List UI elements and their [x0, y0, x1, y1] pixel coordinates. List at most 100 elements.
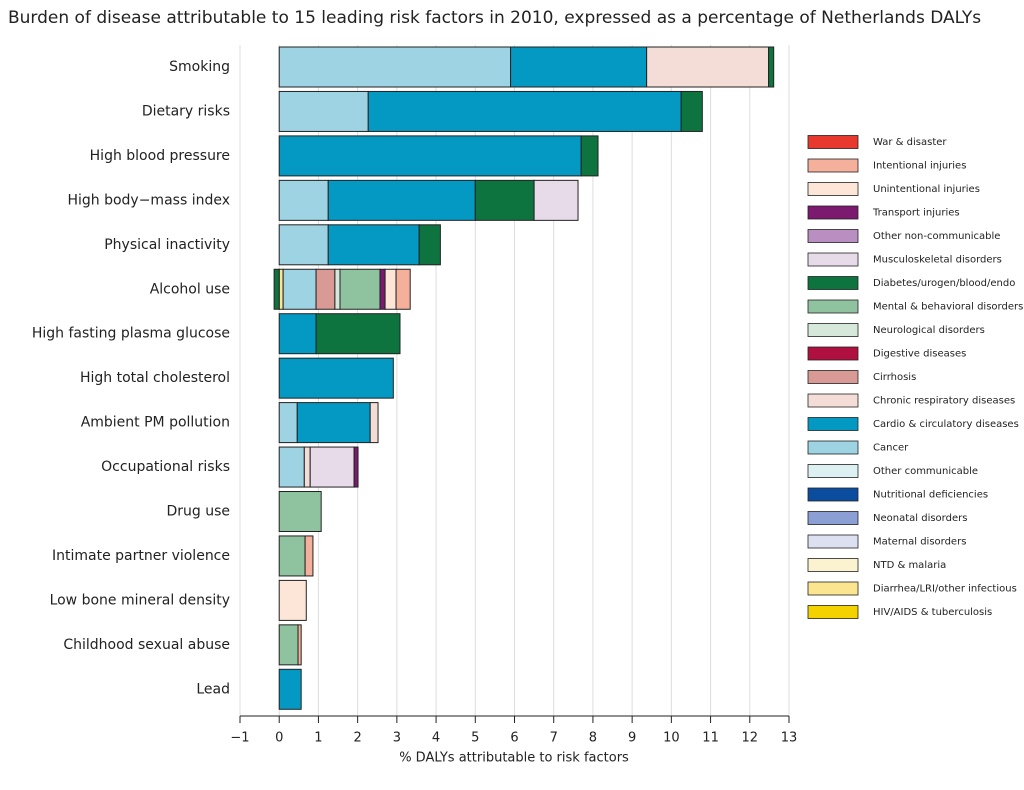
bar-segment	[353, 446, 359, 488]
y-tick-label: High blood pressure	[90, 148, 230, 164]
legend-swatch	[807, 511, 859, 525]
x-tick-label: 6	[510, 731, 518, 746]
bar-segment	[367, 90, 682, 132]
x-tick-label: 10	[663, 731, 680, 746]
x-tick-label: 11	[702, 731, 719, 746]
y-tick-label: Lead	[196, 681, 230, 697]
bar-segment	[315, 313, 401, 355]
legend-label: Cancer	[873, 443, 909, 454]
bar-segment	[278, 357, 394, 399]
x-axis-label: % DALYs attributable to risk factors	[399, 751, 629, 766]
bar-segment	[282, 268, 317, 310]
legend-swatch	[807, 370, 859, 384]
legend-label: Musculoskeletal disorders	[873, 255, 1002, 266]
bar-segment	[315, 268, 336, 310]
legend-label: War & disaster	[873, 137, 947, 148]
legend-swatch	[807, 229, 859, 243]
bar-segment	[278, 668, 302, 710]
bar-segment	[580, 135, 599, 177]
legend-swatch	[807, 605, 859, 619]
chart-title: Burden of disease attributable to 15 lea…	[8, 8, 981, 28]
x-tick-label: 13	[781, 731, 798, 746]
legend-label: Cardio & circulatory diseases	[873, 419, 1019, 430]
legend-swatch	[807, 276, 859, 290]
y-tick-label: Childhood sexual abuse	[63, 637, 230, 653]
bar-segment	[309, 446, 355, 488]
bar-segment	[379, 268, 386, 310]
legend-label: Mental & behavioral disorders	[873, 302, 1023, 313]
legend-label: Digestive diseases	[873, 349, 966, 360]
legend-swatch	[807, 299, 859, 314]
x-tick-label: 0	[275, 731, 283, 746]
bar-segment	[384, 268, 397, 310]
x-tick-label: 4	[432, 731, 440, 746]
y-tick-label: Intimate partner violence	[52, 548, 230, 564]
legend-swatch	[807, 487, 859, 502]
legend-label: Diarrhea/LRI/other infectious	[873, 584, 1017, 595]
y-tick-label: High total cholesterol	[80, 370, 230, 386]
y-tick-label: Smoking	[169, 59, 230, 75]
bar-segment	[278, 402, 298, 444]
bar-segment	[278, 268, 284, 310]
legend-swatch	[807, 417, 859, 431]
bar-segment	[474, 179, 535, 221]
legend-label: Maternal disorders	[873, 537, 966, 548]
bar-segment	[278, 46, 512, 88]
bar-segment	[327, 179, 476, 221]
bar-segment	[278, 135, 582, 177]
bar-segment	[680, 90, 703, 132]
x-tick-label: −1	[230, 731, 249, 746]
y-tick-label: High fasting plasma glucose	[32, 326, 230, 342]
bar-segment	[273, 268, 280, 310]
legend-swatch	[807, 135, 859, 149]
bar-segment	[278, 491, 322, 532]
legend-label: Unintentional injuries	[873, 184, 980, 195]
legend-swatch	[807, 205, 859, 220]
bar-segment	[278, 224, 329, 266]
bar-segment	[278, 446, 305, 488]
legend-swatch	[807, 440, 859, 455]
legend-label: Chronic respiratory diseases	[873, 396, 1015, 407]
x-tick-label: 9	[628, 731, 636, 746]
y-tick-label: Dietary risks	[142, 103, 230, 119]
bar-segment	[278, 179, 329, 221]
y-tick-label: Ambient PM pollution	[81, 415, 230, 431]
bar-segment	[278, 579, 307, 621]
legend-swatch	[807, 323, 859, 337]
legend-swatch	[807, 464, 859, 478]
legend-swatch	[807, 581, 859, 596]
legend-swatch	[807, 393, 859, 408]
y-tick-label: Alcohol use	[150, 281, 230, 297]
y-tick-label: Low bone mineral density	[50, 592, 230, 608]
legend-label: Intentional injuries	[873, 161, 966, 172]
x-tick-label: 3	[393, 731, 401, 746]
bar-segment	[278, 535, 306, 577]
legend-label: Diabetes/urogen/blood/endo	[873, 278, 1015, 289]
legend-swatch	[807, 182, 859, 196]
x-tick-label: 1	[314, 731, 322, 746]
bar-segment	[646, 46, 770, 88]
legend-swatch	[807, 558, 859, 572]
y-tick-label: Physical inactivity	[104, 237, 230, 253]
bar-segment	[339, 268, 381, 310]
bar-segment	[296, 402, 371, 444]
bar-segment	[297, 624, 302, 666]
bar-segment	[768, 46, 775, 88]
legend-label: Other communicable	[873, 466, 978, 477]
legend-swatch	[807, 346, 859, 361]
legend-label: Transport injuries	[872, 208, 960, 219]
y-tick-label: High body−mass index	[67, 192, 230, 208]
legend-label: Cirrhosis	[873, 372, 916, 383]
bar-segment	[369, 402, 379, 444]
bar-segment	[395, 268, 411, 310]
bar-segment	[418, 224, 441, 266]
legend-label: Neonatal disorders	[873, 513, 967, 524]
legend-swatch	[807, 534, 859, 549]
bar-segment	[304, 535, 314, 577]
x-tick-label: 12	[742, 731, 759, 746]
bar-segment	[303, 446, 311, 488]
legend-label: Neurological disorders	[873, 325, 985, 336]
legend-label: Other non-communicable	[873, 231, 1000, 242]
